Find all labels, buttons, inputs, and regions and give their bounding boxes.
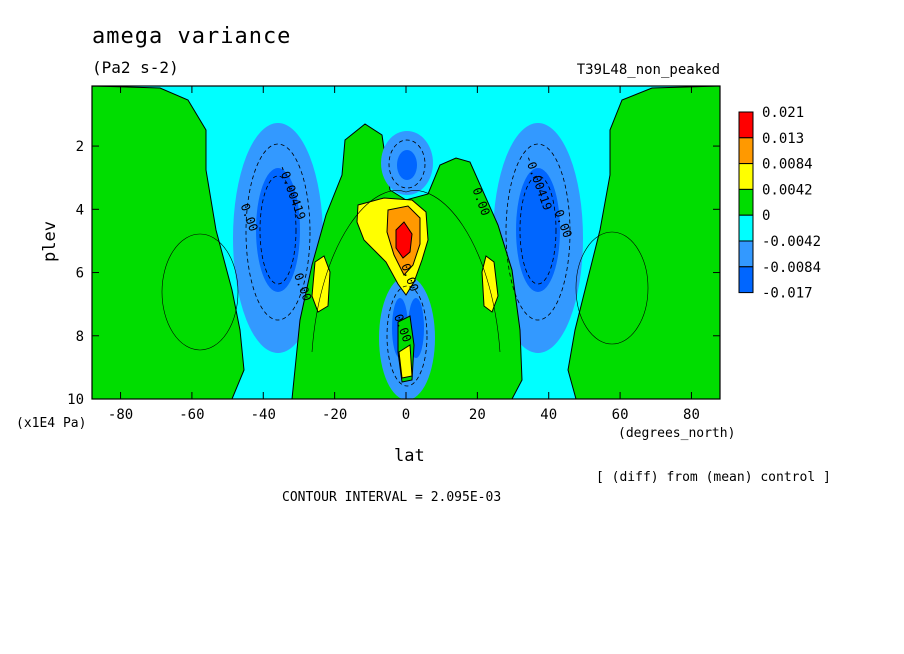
- contour-dashed-right-outer: [505, 143, 571, 321]
- fill-darkblue-left: [256, 168, 300, 292]
- contour-dashed-upper-center: [388, 139, 426, 189]
- fill-yellow-lower-center: [398, 344, 413, 379]
- x-tick-label: 40: [540, 407, 557, 423]
- chart-title: amega variance: [92, 24, 292, 49]
- contour-line-left: [161, 233, 239, 351]
- contour-field: [92, 86, 720, 399]
- colorbar-label: 0: [762, 208, 770, 224]
- colorbar-swatch: [738, 214, 754, 242]
- x-axis-ticks: -80 -60 -40 -20 0 20 40 60 80: [108, 86, 700, 423]
- diff-note: [ (diff) from (mean) control ]: [596, 470, 831, 485]
- colorbar-label: -0.0084: [762, 260, 821, 276]
- contour-interval: CONTOUR INTERVAL = 2.095E-03: [282, 490, 502, 505]
- fill-darkblue-upper-center: [397, 150, 417, 180]
- contour-dashed-left-inner: [259, 175, 297, 285]
- x-tick-label: -40: [251, 407, 276, 423]
- colorbar-label: 0.021: [762, 105, 804, 121]
- fill-red-center: [395, 221, 413, 259]
- colorbar-label: -0.0042: [762, 234, 821, 250]
- chart-units: (Pa2 s-2): [92, 58, 179, 77]
- colorbar-swatch: [738, 240, 754, 268]
- colorbar-swatch: [738, 266, 754, 294]
- fill-yellow-right: [481, 255, 499, 313]
- contour-dashed-left-outer: [245, 143, 311, 321]
- fill-green-right: [567, 86, 720, 399]
- fill-yellow-left: [311, 255, 331, 313]
- x-tick-label: -60: [179, 407, 204, 423]
- x-tick-label: 60: [612, 407, 629, 423]
- x-tick-label: 0: [402, 407, 410, 423]
- colorbar-label: 0.0084: [762, 157, 813, 173]
- y-tick-label: 6: [76, 266, 84, 282]
- y-tick-label: 8: [76, 329, 84, 345]
- x-tick-label: -20: [322, 407, 347, 423]
- contour-dashed-lower-center: [386, 285, 428, 387]
- colorbar-swatch: [738, 111, 754, 139]
- y-axis-ticks: 2 4 6 8 10: [67, 139, 720, 408]
- colorbar-label: 0.0042: [762, 182, 813, 198]
- x-axis-label: lat: [394, 446, 425, 466]
- colorbar-swatch: [738, 163, 754, 190]
- colorbar-label: 0.013: [762, 131, 804, 147]
- x-tick-label: -80: [108, 407, 133, 423]
- colorbar: 0.021 0.013 0.0084 0.0042 0 -0.0042 -0.0084 -0.…: [738, 105, 821, 302]
- contour-line-right: [575, 231, 649, 345]
- fill-green-left: [92, 86, 245, 399]
- x-tick-label: 20: [469, 407, 486, 423]
- colorbar-swatch: [738, 188, 754, 216]
- contour-line-center: [311, 190, 501, 353]
- y-axis-scale-label: (x1E4 Pa): [16, 416, 87, 431]
- contour-dashed-right-inner: [519, 175, 557, 285]
- x-axis-units: (degrees_north): [618, 426, 736, 441]
- y-tick-label: 10: [67, 392, 84, 408]
- y-tick-label: 2: [76, 139, 84, 155]
- colorbar-label: -0.017: [762, 286, 813, 302]
- colorbar-swatch: [738, 137, 754, 165]
- fill-darkblue-right: [516, 168, 560, 292]
- y-tick-label: 4: [76, 202, 84, 218]
- x-tick-label: 80: [683, 407, 700, 423]
- experiment-label: T39L48_non_peaked: [576, 62, 720, 78]
